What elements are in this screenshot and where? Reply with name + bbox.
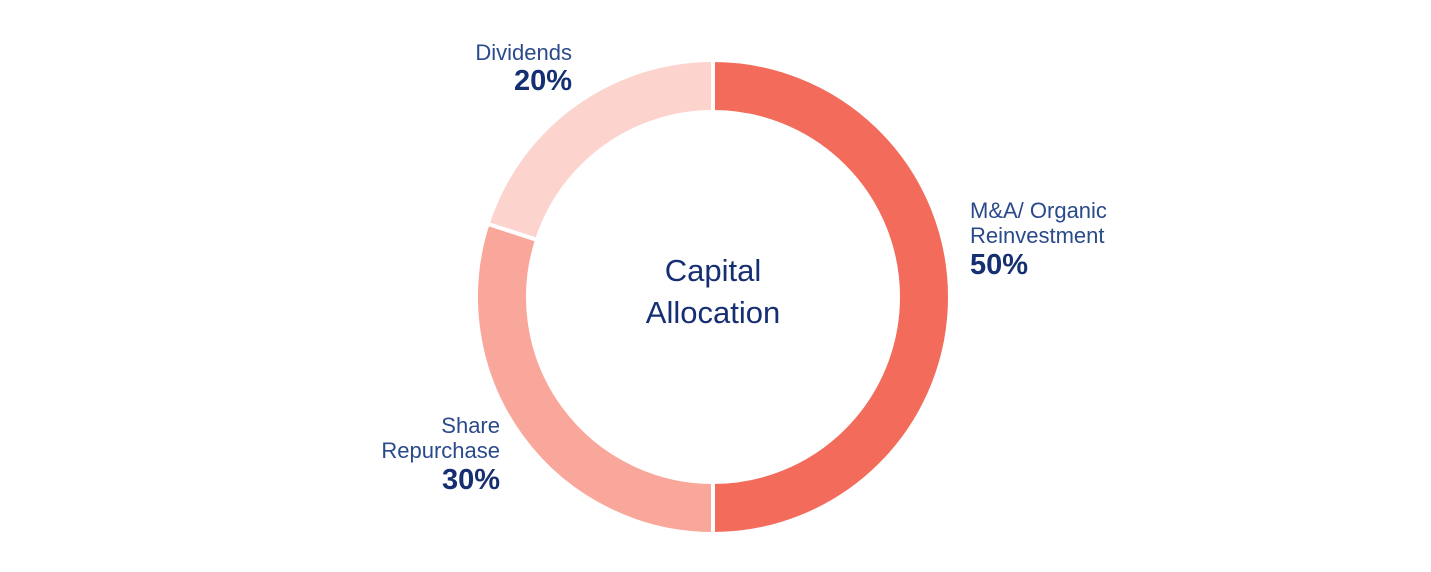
label-ma-name-1: M&A/ Organic bbox=[970, 198, 1107, 223]
label-share-name-1: Share bbox=[441, 413, 500, 438]
chart-title: Capital Allocation bbox=[563, 250, 863, 334]
label-ma-name-2: Reinvestment bbox=[970, 223, 1105, 249]
title-line-2: Allocation bbox=[645, 295, 781, 330]
label-share-pct: 30% bbox=[441, 463, 500, 496]
label-share-name-2: Repurchase bbox=[381, 438, 500, 464]
label-share-repurchase: Share Repurchase 30% bbox=[300, 413, 500, 497]
label-dividends-pct: 20% bbox=[513, 65, 572, 98]
donut-segment bbox=[711, 57, 952, 537]
label-dividends: Dividends 20% bbox=[372, 40, 572, 99]
label-dividends-name: Dividends bbox=[475, 40, 572, 65]
label-ma-pct: 50% bbox=[970, 248, 1029, 281]
donut-segment bbox=[485, 57, 715, 243]
label-ma: M&A/ Organic Reinvestment 50% bbox=[970, 198, 1107, 282]
title-line-1: Capital bbox=[664, 253, 762, 288]
